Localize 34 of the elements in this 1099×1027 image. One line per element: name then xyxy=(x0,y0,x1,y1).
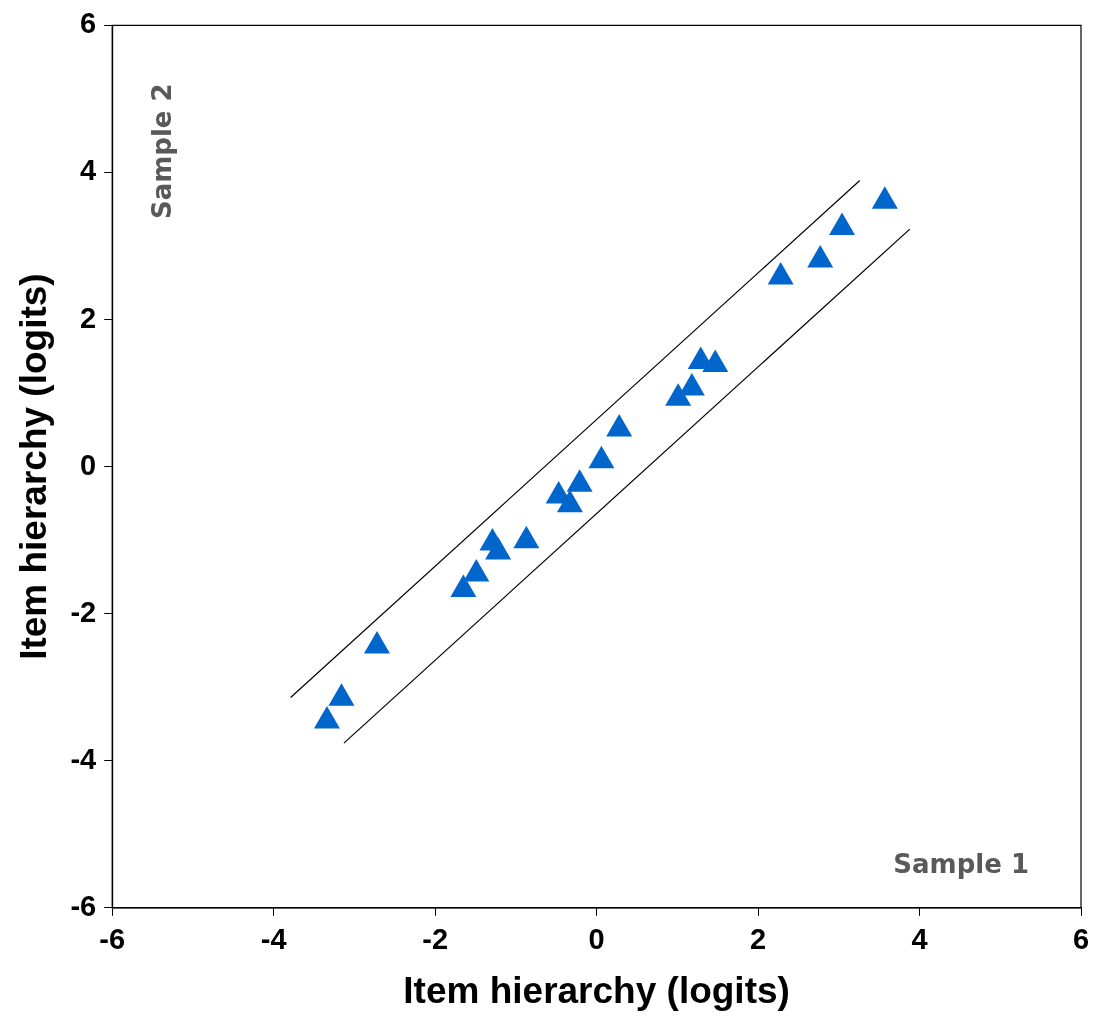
x-tick-label: -4 xyxy=(260,923,287,956)
point xyxy=(829,212,856,236)
point xyxy=(588,445,615,469)
point xyxy=(364,631,390,654)
x-tick-label: -2 xyxy=(422,923,449,956)
point xyxy=(702,349,729,372)
point xyxy=(606,414,633,437)
x-axis-title: Item hierarchy (logits) xyxy=(403,970,790,1011)
point xyxy=(313,706,340,729)
y-tick-label: -4 xyxy=(70,742,97,775)
point xyxy=(463,558,490,582)
point xyxy=(328,683,355,706)
y-tick-label: 2 xyxy=(80,301,97,334)
y-tick-label: 4 xyxy=(80,154,97,187)
x-tick-label: 2 xyxy=(749,923,767,956)
point xyxy=(767,261,794,285)
x-tick-label: 6 xyxy=(1072,923,1090,956)
point xyxy=(807,244,834,268)
point xyxy=(450,574,477,597)
point xyxy=(871,186,898,209)
y-tick-label: 0 xyxy=(80,448,97,481)
annotation: Sample 1 xyxy=(893,848,1029,879)
point xyxy=(556,489,583,513)
y-tick-label: -6 xyxy=(70,889,97,922)
y-axis-title: Item hierarchy (logits) xyxy=(13,273,55,660)
x-tick-label: 0 xyxy=(588,923,605,956)
point xyxy=(513,525,540,549)
point xyxy=(485,536,512,560)
point xyxy=(665,383,692,406)
annotation: Sample 2 xyxy=(146,83,177,220)
y-tick-label: -2 xyxy=(70,595,97,628)
y-tick-label: 6 xyxy=(80,7,97,40)
point xyxy=(566,469,593,492)
x-tick-label: 4 xyxy=(911,923,928,956)
